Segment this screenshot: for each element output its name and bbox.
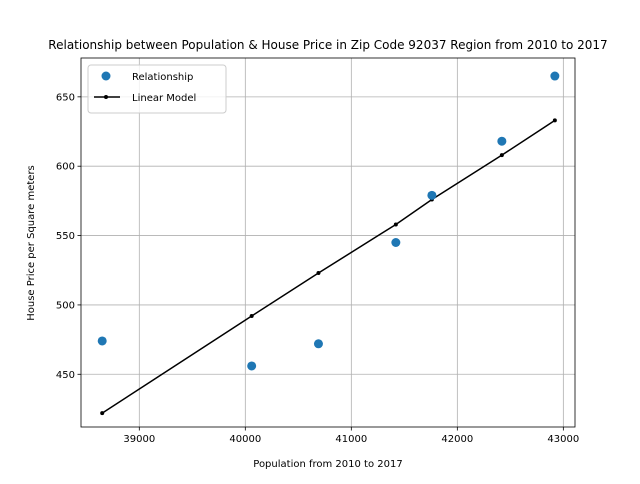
x-tick-label: 39000	[123, 434, 155, 445]
relationship-point	[247, 361, 257, 371]
linear-model-series	[100, 118, 557, 416]
legend-marker-relationship	[101, 71, 111, 81]
linear-model-point	[499, 153, 504, 158]
linear-model-point	[393, 222, 398, 227]
relationship-point	[550, 71, 560, 81]
x-tick-label: 41000	[335, 434, 367, 445]
chart-title: Relationship between Population & House …	[48, 38, 607, 52]
y-tick-label: 550	[56, 231, 75, 242]
grid	[81, 58, 575, 427]
relationship-point	[427, 190, 437, 200]
legend-box	[87, 64, 227, 114]
legend-marker-linear-model	[104, 95, 108, 99]
x-tick-label: 40000	[229, 434, 261, 445]
relationship-point	[97, 336, 107, 346]
x-tick-label: 42000	[441, 434, 473, 445]
legend: Relationship Linear Model	[87, 64, 227, 114]
relationship-point	[497, 136, 507, 146]
linear-model-point	[316, 271, 321, 276]
x-tick-label: 43000	[547, 434, 579, 445]
legend-label-relationship: Relationship	[132, 72, 193, 83]
x-axis-label: Population from 2010 to 2017	[253, 459, 402, 470]
linear-model-point	[100, 411, 105, 416]
y-axis-label: House Price per Square meters	[26, 165, 37, 321]
legend-label-linear-model: Linear Model	[132, 93, 196, 104]
linear-model-point	[552, 118, 557, 123]
relationship-series	[97, 71, 560, 371]
axis-ticks: 39000 40000 41000 42000 43000 450 500 550 600 650	[56, 92, 579, 445]
y-tick-label: 450	[56, 370, 75, 381]
relationship-point	[313, 339, 323, 349]
plot-frame	[80, 57, 576, 428]
y-tick-label: 500	[56, 300, 75, 311]
y-tick-label: 600	[56, 162, 75, 173]
y-tick-label: 650	[56, 92, 75, 103]
linear-model-point	[249, 314, 254, 319]
relationship-point	[391, 238, 401, 247]
